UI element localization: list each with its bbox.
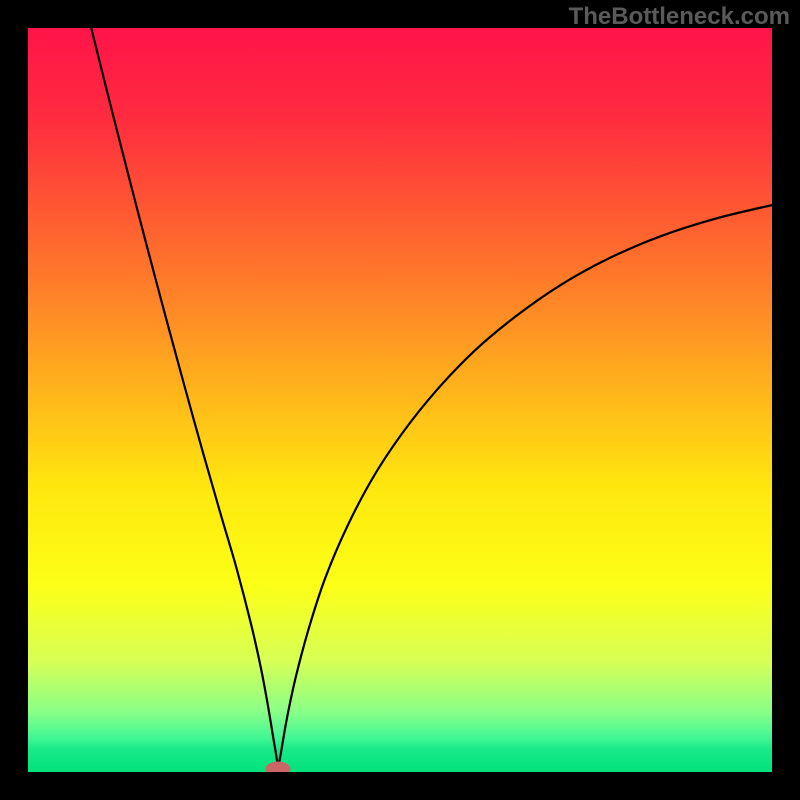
plot-area [28, 28, 772, 772]
watermark-text: TheBottleneck.com [569, 3, 790, 31]
chart-container: TheBottleneck.com [0, 0, 800, 800]
minimum-marker [266, 762, 290, 772]
plot-svg [28, 28, 772, 772]
gradient-background [28, 28, 772, 772]
